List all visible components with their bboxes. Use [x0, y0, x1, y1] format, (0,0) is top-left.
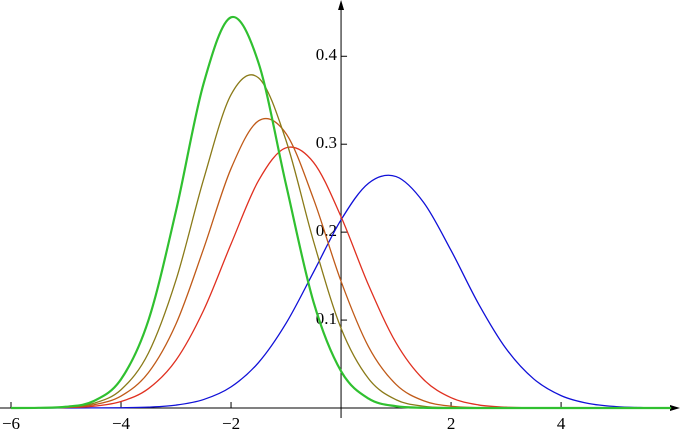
x-tick-label: −4 [112, 414, 131, 433]
line-series [11, 174, 672, 409]
x-tick-label: −2 [222, 414, 240, 433]
y-axis-arrow [338, 0, 345, 10]
y-tick-label: 0.3 [316, 133, 337, 152]
x-tick-label: 2 [447, 414, 456, 433]
x-axis-arrow [670, 405, 680, 411]
x-tick-label: 4 [557, 414, 566, 433]
x-tick-label: −6 [2, 414, 20, 433]
y-tick-label: 0.4 [316, 45, 338, 64]
line-series [10, 16, 672, 410]
